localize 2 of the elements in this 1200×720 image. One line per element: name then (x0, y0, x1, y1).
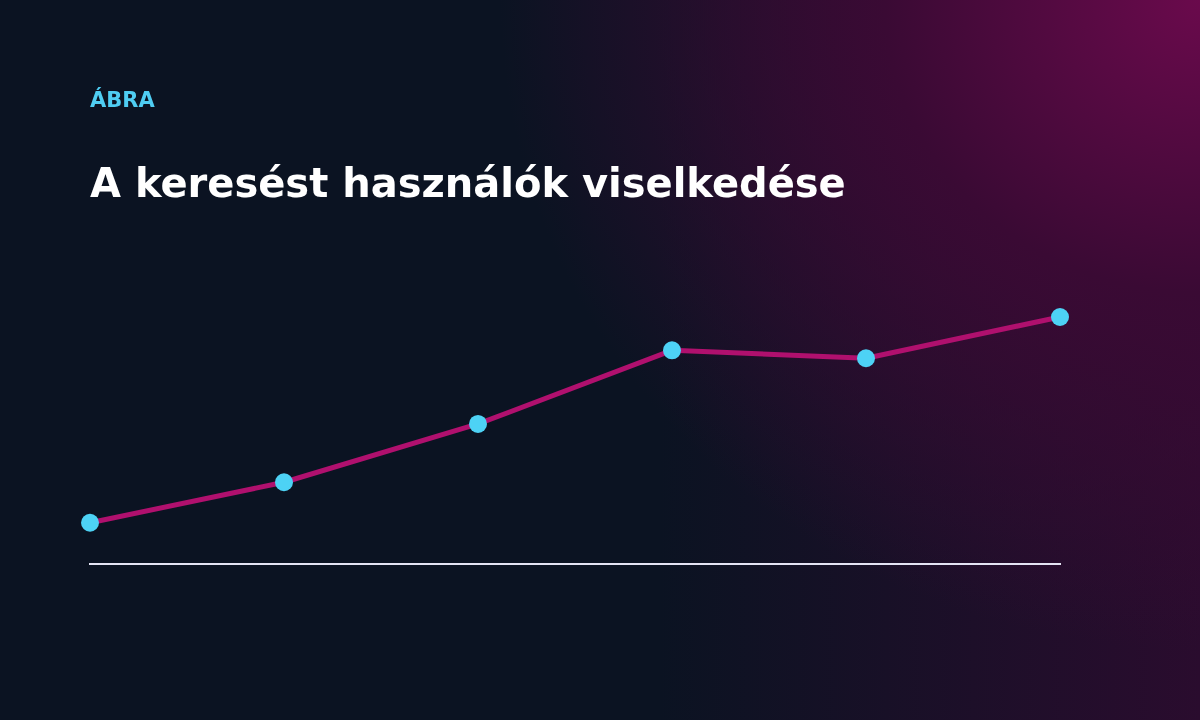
chart-subtitle: ÁBRA (90, 88, 155, 112)
chart-title: A keresést használók viselkedése (90, 160, 846, 206)
